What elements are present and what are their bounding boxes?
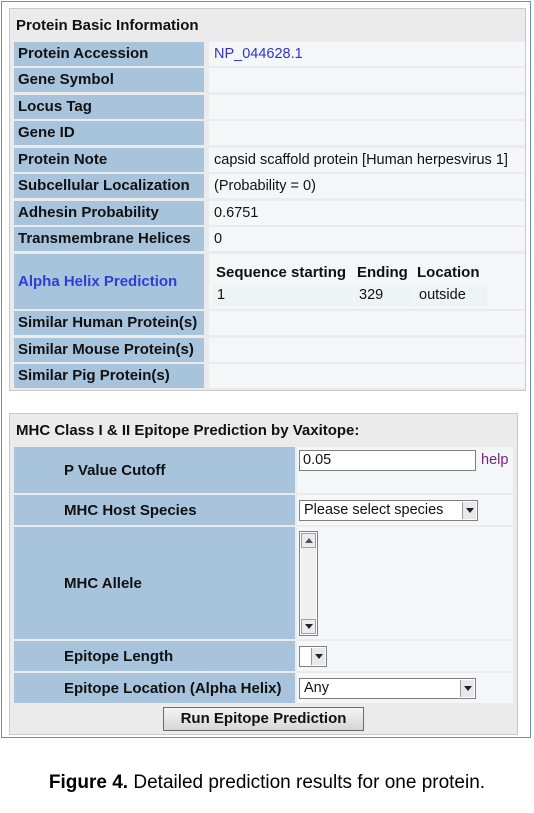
p-value-cell: 0.05 help [297, 447, 513, 493]
gene-symbol-value [209, 68, 525, 92]
alpha-header-sequence-starting: Sequence starting [216, 264, 347, 281]
alpha-header-location: Location [417, 264, 480, 281]
scrollbar-track[interactable] [301, 548, 316, 619]
mhc-host-label: MHC Host Species [14, 495, 295, 525]
chevron-down-icon [465, 508, 474, 513]
similar-pig-label: Similar Pig Protein(s) [14, 364, 204, 388]
mhc-host-dropdown-button[interactable] [462, 502, 476, 519]
epitope-length-dropdown-button[interactable] [311, 648, 325, 665]
mhc-title: MHC Class I & II Epitope Prediction by V… [16, 422, 360, 439]
p-value-input[interactable]: 0.05 [299, 450, 476, 471]
basic-info-title: Protein Basic Information [16, 17, 199, 34]
protein-accession-label: Protein Accession [14, 42, 204, 66]
mhc-host-select[interactable]: Please select species [299, 500, 478, 521]
alpha-cell-start: 1 [213, 284, 353, 306]
epitope-location-label: Epitope Location (Alpha Helix) [14, 673, 295, 703]
protein-basic-info-panel: Protein Basic Information Protein Access… [9, 8, 526, 391]
help-link[interactable]: help [481, 452, 509, 468]
mhc-allele-label: MHC Allele [14, 527, 295, 639]
alpha-helix-value: Sequence starting Ending Location 1 329 … [209, 254, 525, 309]
alpha-helix-link[interactable]: Alpha Helix Prediction [18, 273, 178, 290]
figure-caption: Figure 4. Detailed prediction results fo… [0, 772, 534, 794]
epitope-length-label: Epitope Length [14, 641, 295, 671]
epitope-length-select[interactable] [299, 646, 327, 667]
epitope-location-select[interactable]: Any [299, 678, 476, 699]
mhc-prediction-panel: MHC Class I & II Epitope Prediction by V… [9, 413, 518, 735]
similar-mouse-label: Similar Mouse Protein(s) [14, 338, 204, 362]
alpha-header-ending: Ending [357, 264, 408, 281]
chevron-up-icon [304, 538, 313, 543]
locus-tag-value [209, 95, 525, 119]
figure-caption-text: Detailed prediction results for one prot… [128, 772, 486, 793]
protein-accession-value: NP_044628.1 [209, 42, 525, 66]
mhc-host-selected: Please select species [304, 502, 444, 518]
similar-human-label: Similar Human Protein(s) [14, 311, 204, 335]
mhc-host-cell: Please select species [297, 495, 513, 525]
protein-note-value: capsid scaffold protein [Human herpesvir… [209, 148, 525, 172]
epitope-location-cell: Any [297, 673, 513, 703]
protein-note-label: Protein Note [14, 148, 204, 172]
figure-frame: Protein Basic Information Protein Access… [1, 1, 531, 738]
gene-id-label: Gene ID [14, 121, 204, 145]
locus-tag-label: Locus Tag [14, 95, 204, 119]
similar-mouse-value [209, 338, 525, 362]
epitope-length-cell [297, 641, 513, 671]
mhc-allele-listbox[interactable] [299, 531, 318, 636]
alpha-helix-label: Alpha Helix Prediction [14, 254, 204, 309]
mhc-allele-cell [297, 527, 513, 639]
adhesin-probability-label: Adhesin Probability [14, 201, 204, 225]
run-epitope-prediction-button[interactable]: Run Epitope Prediction [163, 707, 364, 731]
chevron-down-icon [463, 686, 472, 691]
transmembrane-helices-label: Transmembrane Helices [14, 227, 204, 251]
protein-accession-link[interactable]: NP_044628.1 [214, 46, 303, 62]
epitope-location-selected: Any [304, 680, 329, 696]
epitope-location-dropdown-button[interactable] [460, 680, 474, 697]
similar-pig-value [209, 364, 525, 388]
alpha-cell-ending: 329 [355, 284, 413, 306]
p-value-label: P Value Cutoff [14, 447, 295, 493]
subcellular-localization-value: (Probability = 0) [209, 174, 525, 198]
subcellular-localization-label: Subcellular Localization [14, 174, 204, 198]
scroll-down-button[interactable] [301, 619, 316, 634]
transmembrane-helices-value: 0 [209, 227, 525, 251]
figure-caption-prefix: Figure 4. [48, 772, 129, 793]
adhesin-probability-value: 0.6751 [209, 201, 525, 225]
chevron-down-icon [314, 654, 323, 659]
gene-symbol-label: Gene Symbol [14, 68, 204, 92]
chevron-down-icon [304, 624, 313, 629]
scroll-up-button[interactable] [301, 533, 316, 548]
gene-id-value [209, 121, 525, 145]
similar-human-value [209, 311, 525, 335]
alpha-cell-location: outside [415, 284, 487, 306]
